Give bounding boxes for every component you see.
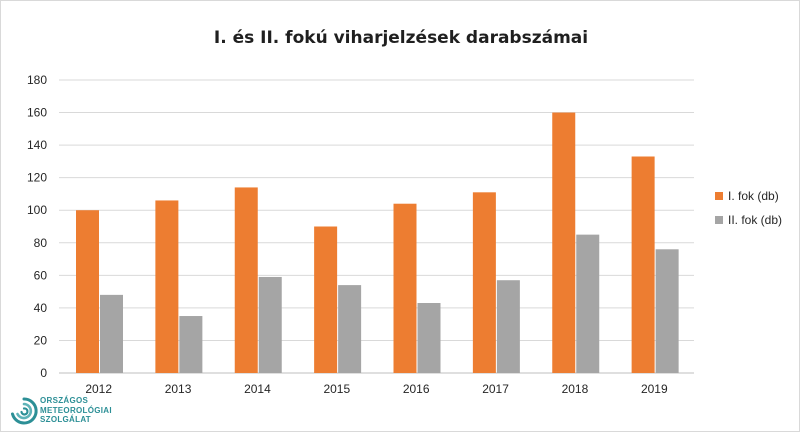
x-tick-label: 2012 bbox=[85, 382, 112, 396]
y-tick-label: 100 bbox=[27, 203, 47, 217]
x-tick-label: 2018 bbox=[562, 382, 589, 396]
bar-ii-fok-2017 bbox=[496, 280, 520, 373]
bar-i-fok-2015 bbox=[314, 226, 338, 373]
y-tick-label: 180 bbox=[27, 73, 47, 87]
legend-label: II. fok (db) bbox=[728, 213, 782, 227]
bar-ii-fok-2013 bbox=[179, 316, 203, 373]
x-tick-label: 2017 bbox=[482, 382, 509, 396]
bar-ii-fok-2019 bbox=[655, 249, 679, 373]
bar-i-fok-2012 bbox=[76, 210, 99, 373]
swirl-logo-icon bbox=[11, 397, 38, 425]
x-tick-label: 2015 bbox=[323, 382, 350, 396]
legend-swatch bbox=[715, 216, 723, 224]
bar-i-fok-2018 bbox=[552, 112, 576, 374]
bar-i-fok-2016 bbox=[393, 203, 417, 373]
bar-i-fok-2019 bbox=[631, 156, 655, 373]
logo-line: SZOLGÁLAT bbox=[40, 415, 91, 424]
y-tick-label: 120 bbox=[27, 171, 47, 185]
y-tick-label: 80 bbox=[34, 236, 48, 250]
organization-logo: ORSZÁGOS METEOROLÓGIAI SZOLGÁLAT bbox=[9, 394, 139, 428]
bar-ii-fok-2015 bbox=[338, 285, 362, 373]
logo-line: METEOROLÓGIAI bbox=[40, 405, 112, 415]
bar-ii-fok-2016 bbox=[417, 303, 441, 373]
x-axis-ticks: 2012 2013 2014 2015 2016 2017 2018 2019 bbox=[85, 382, 668, 396]
bar-i-fok-2014 bbox=[234, 187, 258, 373]
legend: I. fok (db) II. fok (db) bbox=[715, 189, 782, 227]
y-tick-label: 140 bbox=[27, 138, 47, 152]
x-tick-label: 2019 bbox=[641, 382, 668, 396]
bar-i-fok-2017 bbox=[472, 192, 496, 373]
legend-swatch bbox=[715, 192, 723, 200]
y-axis-ticks: 0 20 40 60 80 100 120 140 160 180 bbox=[27, 73, 47, 380]
y-tick-label: 0 bbox=[40, 366, 47, 380]
y-tick-label: 20 bbox=[34, 333, 48, 347]
x-tick-label: 2013 bbox=[165, 382, 192, 396]
bar-ii-fok-2012 bbox=[100, 294, 123, 373]
y-tick-label: 60 bbox=[34, 268, 48, 282]
y-tick-label: 160 bbox=[27, 106, 47, 120]
legend-label: I. fok (db) bbox=[728, 189, 779, 203]
y-tick-label: 40 bbox=[34, 301, 48, 315]
x-tick-label: 2016 bbox=[403, 382, 430, 396]
bars bbox=[76, 112, 679, 374]
bar-i-fok-2013 bbox=[155, 200, 179, 373]
bar-ii-fok-2018 bbox=[576, 234, 600, 373]
bar-ii-fok-2014 bbox=[258, 276, 282, 373]
chart-title: I. és II. fokú viharjelzések darabszámai bbox=[214, 28, 588, 48]
logo-line: ORSZÁGOS bbox=[40, 396, 89, 405]
logo-wordmark: ORSZÁGOS METEOROLÓGIAI SZOLGÁLAT bbox=[40, 396, 112, 425]
x-tick-label: 2014 bbox=[244, 382, 271, 396]
